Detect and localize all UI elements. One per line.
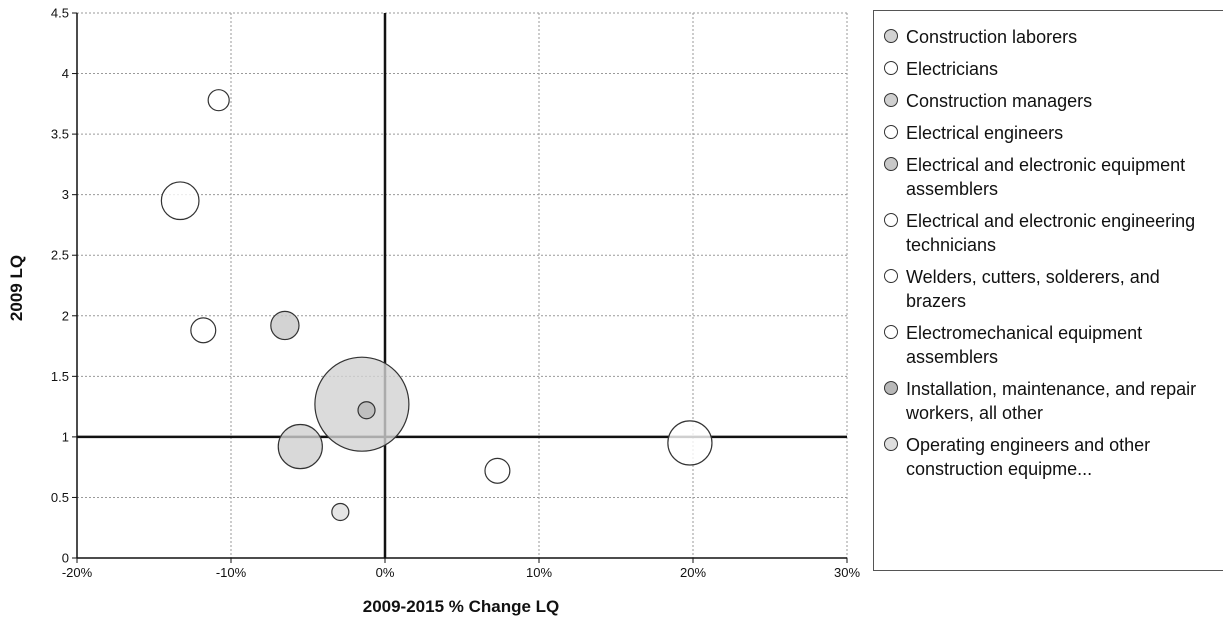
bubble-point [190,317,217,344]
legend-item: Construction managers [884,89,1223,113]
axes: 0 0.5 1 1.5 2 2.5 3 3.5 4 4.5 -20% -10% 0% 10% 20% 30% [51,6,861,581]
x-tick-label: -20% [62,565,93,580]
legend-label: Operating engineers and other constructi… [906,435,1151,479]
x-axis-title: 2009-2015 % Change LQ [363,597,560,616]
y-tick-label: 0 [62,551,69,566]
legend-item: Welders, cutters, solderers, and brazers [884,265,1223,313]
reference-lines [77,13,847,558]
legend: Construction laborers Electricians Constru… [873,10,1223,571]
legend-label: Welders, cutters, solderers, and brazers [906,267,1160,311]
bubble-point [277,423,323,470]
legend-label: Electrical and electronic engineering te… [906,211,1196,255]
bubble-point [484,457,511,484]
legend-swatch [884,269,898,283]
bubble-chart: 00.511.522.533.544.5-20% -10% 0% 10% 20% 30% … [7,6,861,617]
x-tick-label: 30% [834,565,860,580]
legend-item: Electricians [884,57,1223,81]
legend-swatch [884,437,898,451]
x-tick-label: 20% [680,565,706,580]
legend-label: Installation, maintenance, and repair wo… [906,379,1197,423]
legend-label: Electrical engineers [906,123,1064,143]
grid [77,12,848,558]
y-tick-label: 0.5 [51,490,69,505]
y-tick-label: 2.5 [51,248,69,263]
x-tick-label: 10% [526,565,552,580]
legend-swatch [884,61,898,75]
legend-label: Electromechanical equipment assemblers [906,323,1143,367]
legend-swatch [884,93,898,107]
y-tick-label: 1 [62,429,69,444]
legend-swatch [884,157,898,171]
bubble-point [357,401,376,420]
legend-label: Construction managers [906,91,1093,111]
legend-item: Electrical engineers [884,121,1223,145]
y-tick-label: 3.5 [51,127,69,142]
bubble-point [160,181,200,221]
bubble-point [667,420,713,466]
x-tick-label: 0% [376,565,395,580]
legend-item: Construction laborers [884,25,1223,49]
bubble-point [331,502,350,522]
bubbles [160,89,713,522]
legend-item: Installation, maintenance, and repair wo… [884,377,1223,425]
legend-item: Electrical and electronic engineering te… [884,209,1223,257]
legend-swatch [884,381,898,395]
legend-label: Construction laborers [906,27,1078,47]
y-tick-label: 3 [62,187,69,202]
bubble-point [270,310,300,341]
bubble-point [207,89,230,112]
legend-label: Electrical and electronic equipment asse… [906,155,1186,199]
legend-swatch [884,125,898,139]
legend-swatch [884,29,898,43]
y-tick-label: 2 [62,308,69,323]
legend-item: Electrical and electronic equipment asse… [884,153,1223,201]
legend-swatch [884,213,898,227]
x-tick-label: -10% [216,565,247,580]
legend-item: Electromechanical equipment assemblers [884,321,1223,369]
legend-item: Operating engineers and other constructi… [884,433,1223,481]
legend-label: Electricians [906,59,999,79]
legend-swatch [884,325,898,339]
y-tick-label: 4 [62,66,69,81]
y-tick-label: 1.5 [51,369,69,384]
y-tick-label: 4.5 [51,6,69,21]
y-axis-title: 2009 LQ [7,255,26,321]
